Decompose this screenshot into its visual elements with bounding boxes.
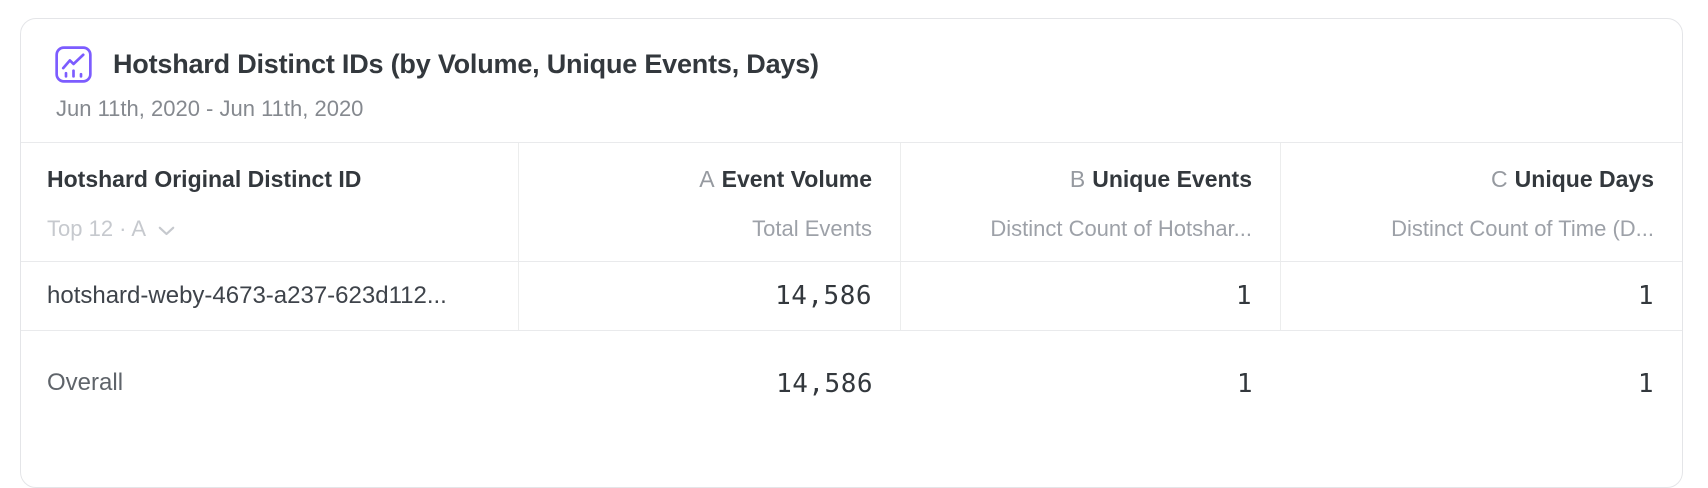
top-filter-label: Top 12 · A bbox=[47, 216, 147, 241]
unique-events-value: 1 bbox=[1236, 369, 1253, 399]
series-letter: A bbox=[699, 166, 715, 192]
results-table: Hotshard Original Distinct ID Top 12 · A… bbox=[21, 143, 1682, 435]
report-title[interactable]: Hotshard Distinct IDs (by Volume, Unique… bbox=[113, 49, 819, 79]
table-row: hotshard-weby-4673-a237-623d112... 14,58… bbox=[21, 262, 1682, 331]
top-filter-dropdown[interactable]: Top 12 · A bbox=[47, 216, 175, 242]
column-header-unique-days[interactable]: C Unique Days Distinct Count of Time (D..… bbox=[1281, 143, 1682, 261]
table-header-row: Hotshard Original Distinct ID Top 12 · A… bbox=[21, 143, 1682, 262]
chevron-down-icon[interactable] bbox=[158, 226, 175, 236]
event-volume-cell: 14,586 bbox=[519, 331, 901, 435]
title-row: Hotshard Distinct IDs (by Volume, Unique… bbox=[55, 46, 1646, 83]
distinct-id-value: hotshard-weby-4673-a237-623d112... bbox=[47, 282, 447, 309]
column-label: Hotshard Original Distinct ID bbox=[47, 166, 362, 192]
event-volume-cell: 14,586 bbox=[519, 262, 901, 330]
table-row-overall: Overall 14,586 1 1 bbox=[21, 331, 1682, 435]
series-letter: B bbox=[1069, 166, 1086, 192]
insights-report-card: Hotshard Distinct IDs (by Volume, Unique… bbox=[20, 18, 1683, 488]
unique-events-value: 1 bbox=[1235, 281, 1252, 311]
unique-days-value: 1 bbox=[1637, 281, 1654, 311]
distinct-id-cell[interactable]: hotshard-weby-4673-a237-623d112... bbox=[21, 262, 519, 330]
unique-days-cell: 1 bbox=[1281, 262, 1682, 330]
column-header-event-volume[interactable]: A Event Volume Total Events bbox=[519, 143, 901, 261]
event-volume-value: 14,586 bbox=[776, 369, 873, 399]
column-header-unique-events[interactable]: B Unique Events Distinct Count of Hotshar… bbox=[901, 143, 1281, 261]
unique-days-cell: 1 bbox=[1281, 331, 1682, 435]
column-sublabel: Total Events bbox=[752, 216, 872, 241]
date-range: Jun 11th, 2020 - Jun 11th, 2020 bbox=[56, 96, 364, 121]
card-header: Hotshard Distinct IDs (by Volume, Unique… bbox=[21, 19, 1682, 143]
overall-label-cell: Overall bbox=[21, 331, 519, 435]
series-letter: C bbox=[1491, 166, 1508, 192]
line-chart-icon bbox=[55, 46, 92, 83]
unique-events-cell: 1 bbox=[901, 331, 1281, 435]
event-volume-value: 14,586 bbox=[775, 281, 872, 311]
column-sublabel: Distinct Count of Hotshar... bbox=[990, 216, 1252, 241]
column-sublabel: Distinct Count of Time (D... bbox=[1391, 216, 1654, 241]
column-label: C Unique Days bbox=[1491, 166, 1654, 192]
column-label: B Unique Events bbox=[1069, 166, 1252, 192]
unique-days-value: 1 bbox=[1637, 369, 1654, 399]
column-header-distinct-id[interactable]: Hotshard Original Distinct ID Top 12 · A bbox=[21, 143, 519, 261]
unique-events-cell: 1 bbox=[901, 262, 1281, 330]
column-label: A Event Volume bbox=[699, 166, 872, 192]
overall-label: Overall bbox=[47, 369, 124, 396]
